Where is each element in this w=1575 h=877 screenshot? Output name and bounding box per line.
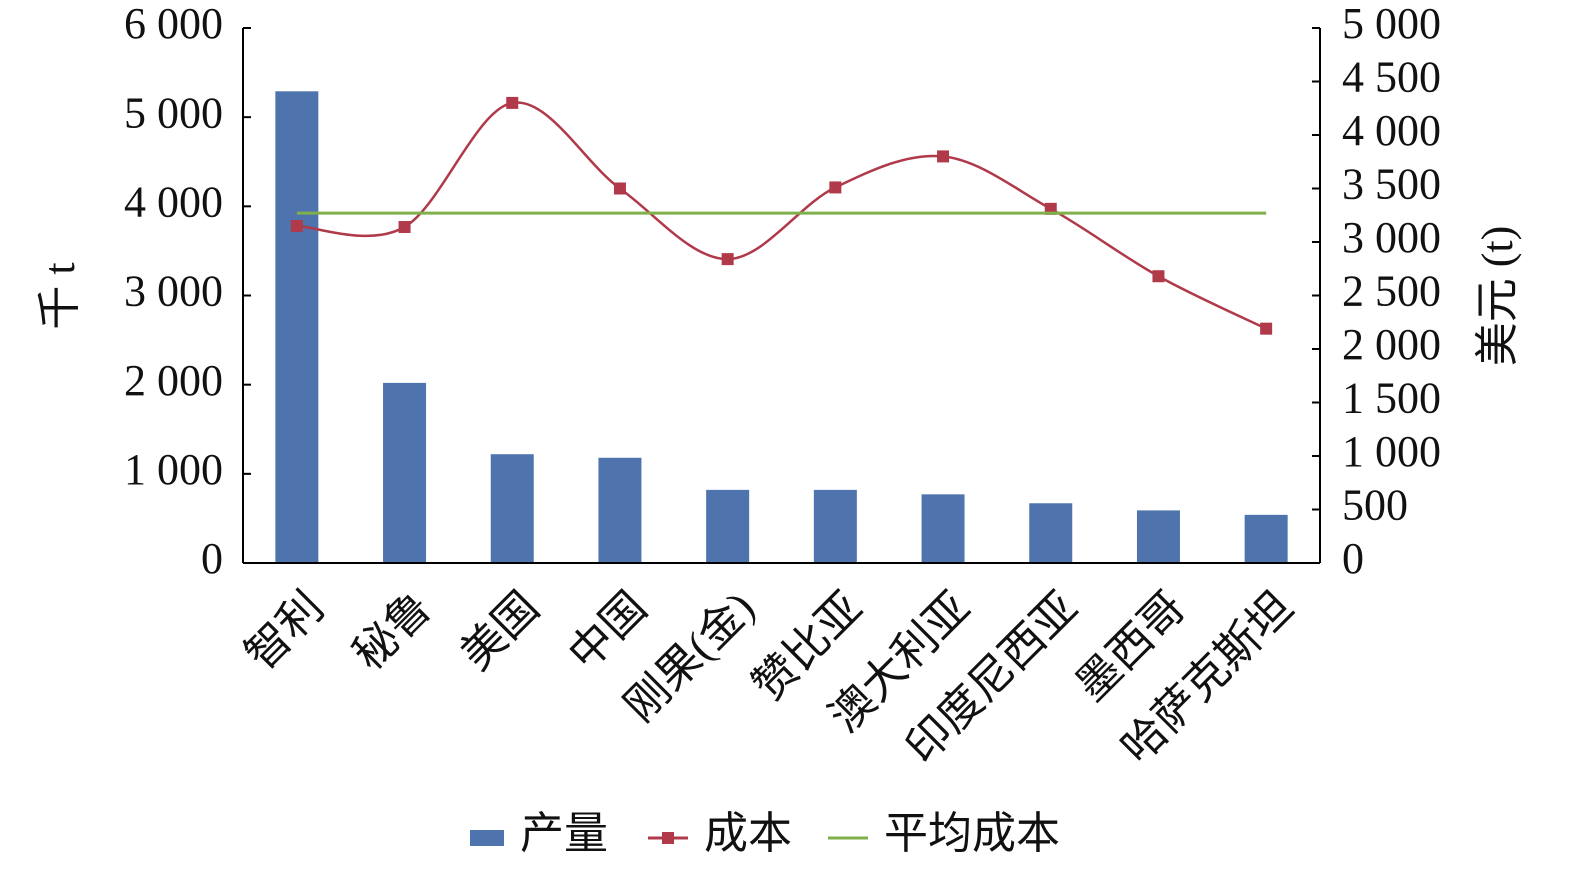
marker: [290, 219, 303, 232]
x-tick-label: 美国: [452, 583, 549, 680]
y2-tick-label: 5 000: [1342, 0, 1441, 48]
marker: [829, 181, 842, 194]
y2-tick-label: 1 500: [1342, 374, 1441, 423]
marker: [1260, 322, 1273, 335]
y-tick-label: 3 000: [124, 267, 223, 316]
bar: [275, 91, 319, 563]
bar: [383, 382, 427, 563]
x-tick-label: 中国: [559, 583, 656, 680]
y2-tick-label: 4 500: [1342, 53, 1441, 102]
bar: [1136, 510, 1180, 563]
y2-tick-label: 2 500: [1342, 267, 1441, 316]
marker: [613, 182, 626, 195]
bar: [1244, 514, 1288, 563]
y2-tick-label: 0: [1342, 534, 1364, 583]
bar: [813, 489, 857, 563]
bar: [1029, 503, 1073, 563]
y-tick-label: 0: [201, 534, 223, 583]
marker: [1152, 270, 1165, 283]
y2-tick-label: 3 500: [1342, 160, 1441, 209]
y2-tick-label: 500: [1342, 481, 1408, 530]
bar: [490, 454, 534, 563]
x-tick-label: 智利: [236, 583, 333, 680]
marker: [721, 253, 734, 266]
legend-label: 产量: [520, 809, 608, 858]
legend-marker: [662, 832, 674, 844]
y-tick-label: 6 000: [124, 0, 223, 48]
y2-axis-label: 美元 (t): [1473, 226, 1522, 367]
y-tick-label: 1 000: [124, 445, 223, 494]
legend-label: 平均成本: [884, 809, 1060, 858]
y-tick-label: 4 000: [124, 177, 223, 226]
y-tick-label: 5 000: [124, 88, 223, 137]
y2-tick-label: 2 000: [1342, 320, 1441, 369]
y2-tick-label: 4 000: [1342, 106, 1441, 155]
marker: [506, 96, 519, 109]
y-axis-label: 千 t: [35, 262, 84, 329]
x-tick-label: 秘鲁: [344, 583, 441, 680]
bar: [598, 457, 642, 563]
legend-swatch: [470, 830, 504, 846]
y2-tick-label: 1 000: [1342, 427, 1441, 476]
marker: [937, 150, 950, 163]
legend-label: 成本: [704, 809, 792, 858]
marker: [398, 221, 411, 234]
bar: [706, 489, 750, 563]
line: [296, 101, 1267, 330]
bar: [921, 494, 965, 563]
y-tick-label: 2 000: [124, 356, 223, 405]
y2-tick-label: 3 000: [1342, 213, 1441, 262]
